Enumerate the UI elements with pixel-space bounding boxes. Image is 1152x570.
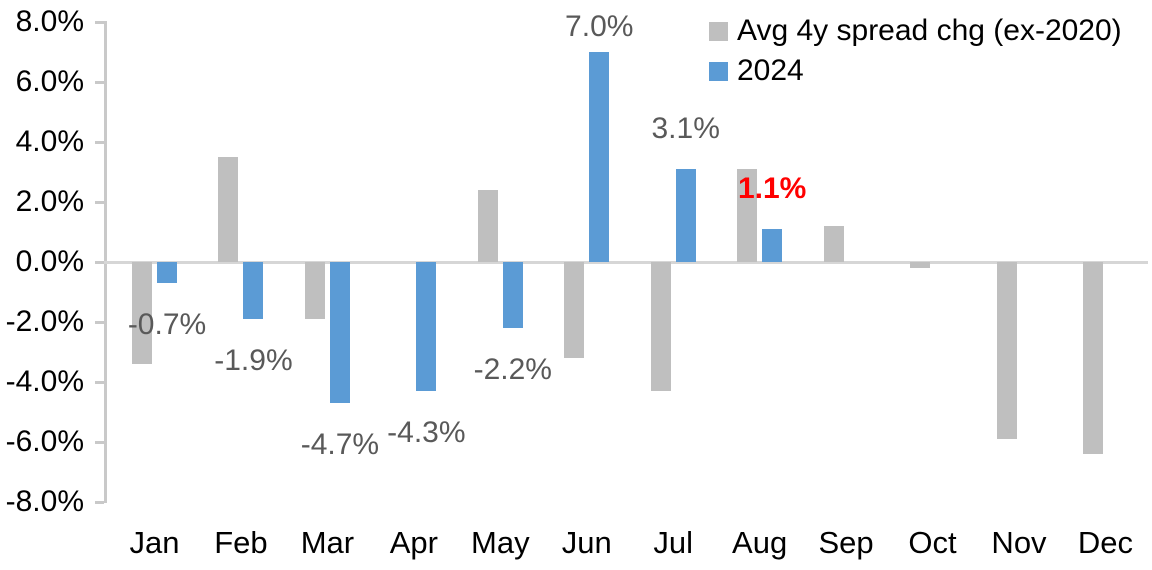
x-label-feb: Feb [214, 525, 268, 560]
x-label-aug: Aug [732, 525, 788, 560]
legend: Avg 4y spread chg (ex-2020) 2024 [709, 12, 1122, 90]
y2024-bar-jul [675, 169, 696, 262]
x-label-dec: Dec [1077, 525, 1134, 560]
x-label-mar: Mar [300, 525, 355, 560]
avg-bar-feb [218, 157, 239, 262]
y-tick-label: 6.0% [15, 65, 84, 98]
x-label-sep: Sep [818, 525, 874, 560]
y-tick-mark [95, 440, 104, 444]
y2024-bar-may [502, 262, 523, 328]
y-tick-mark [95, 260, 104, 264]
avg-bar-jul [650, 262, 671, 391]
y-tick-label: -4.0% [5, 365, 84, 398]
y2024-bar-jun [589, 52, 610, 262]
avg-bar-aug [737, 169, 758, 262]
x-label-apr: Apr [389, 525, 438, 560]
x-label-jul: Jul [653, 525, 694, 560]
legend-item-avg: Avg 4y spread chg (ex-2020) [709, 12, 1122, 50]
y-tick-mark [95, 80, 104, 84]
avg-bar-mar [304, 262, 325, 319]
data-label-apr: -4.3% [387, 416, 466, 449]
legend-item-2024: 2024 [709, 52, 1122, 90]
legend-label-avg: Avg 4y spread chg (ex-2020) [737, 14, 1122, 47]
data-label-feb: -1.9% [214, 344, 293, 377]
legend-label-2024: 2024 [737, 54, 804, 87]
data-label-mar: -4.7% [300, 428, 380, 461]
x-label-jun: Jun [561, 525, 612, 560]
y2024-bar-feb [243, 262, 264, 319]
y-tick-mark [95, 140, 104, 144]
y2024-bar-jan [157, 262, 177, 283]
y-tick-mark [95, 20, 104, 24]
data-label-jul: 3.1% [651, 112, 720, 145]
y-tick-label: 0.0% [15, 245, 84, 278]
legend-swatch-avg [709, 21, 728, 41]
y-tick-mark [95, 200, 104, 204]
x-label-nov: Nov [991, 525, 1047, 560]
data-label-jan: -0.7% [127, 308, 207, 341]
avg-bar-jan [132, 262, 152, 364]
y-tick-label: 4.0% [15, 125, 84, 158]
y2024-bar-aug [762, 229, 783, 262]
avg-bar-oct [910, 262, 931, 268]
avg-bar-may [477, 190, 498, 262]
y-tick-mark [95, 380, 104, 384]
y-tick-mark [95, 320, 104, 324]
avg-bar-sep [823, 226, 844, 262]
avg-bar-nov [996, 262, 1017, 439]
x-label-oct: Oct [908, 525, 957, 560]
y-tick-label: -8.0% [5, 485, 84, 518]
x-label-may: May [471, 525, 530, 560]
legend-swatch-2024 [709, 61, 728, 81]
y-tick-mark [95, 500, 104, 504]
y2024-bar-apr [416, 262, 437, 391]
y-tick-label: 8.0% [15, 5, 84, 38]
y-tick-label: -2.0% [5, 305, 84, 338]
data-label-jun: 7.0% [565, 10, 634, 43]
x-label-jan: Jan [129, 525, 180, 560]
data-label-aug: 1.1% [737, 172, 807, 205]
y-tick-label: -6.0% [5, 425, 84, 458]
data-label-may: -2.2% [473, 353, 552, 386]
y-tick-label: 2.0% [15, 185, 84, 218]
y2024-bar-mar [329, 262, 350, 403]
zero-gridline [104, 260, 1148, 264]
avg-bar-jun [564, 262, 585, 358]
avg-bar-dec [1082, 262, 1103, 454]
